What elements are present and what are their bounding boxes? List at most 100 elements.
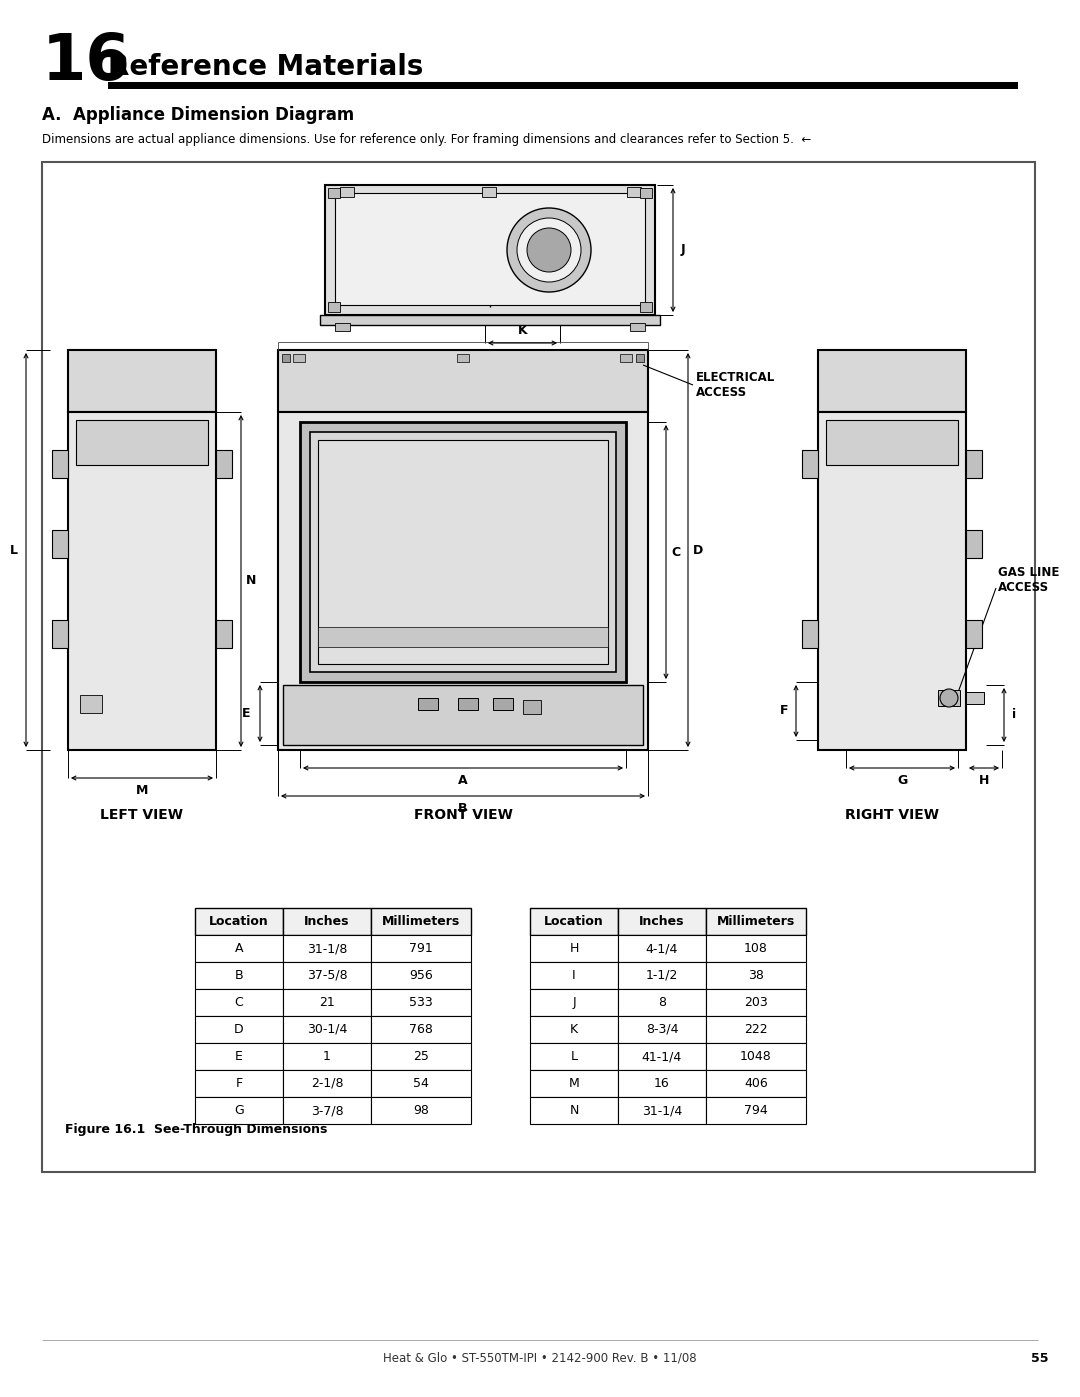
Bar [458,698,478,710]
Text: H: H [978,774,989,787]
Circle shape [507,208,591,292]
Text: 1-1/2: 1-1/2 [646,970,678,982]
Bar [42,162,1035,1172]
Bar [706,989,806,1016]
Bar [618,963,706,989]
Bar [530,963,618,989]
Text: 2-1/8: 2-1/8 [311,1077,343,1090]
Text: 55: 55 [1031,1351,1049,1365]
Text: 98: 98 [413,1104,429,1118]
Text: RIGHT VIEW: RIGHT VIEW [845,807,939,821]
Bar [618,935,706,963]
Text: 4-1/4: 4-1/4 [646,942,678,956]
Bar [706,1044,806,1070]
Circle shape [527,228,571,272]
Bar [68,351,216,412]
Bar [372,1070,471,1097]
Text: 222: 222 [744,1023,768,1037]
Bar [310,432,616,672]
Text: 38: 38 [748,970,764,982]
Bar [283,963,372,989]
Bar [530,935,618,963]
Bar [966,620,982,648]
Text: Figure 16.1  See-Through Dimensions: Figure 16.1 See-Through Dimensions [65,1123,327,1137]
Text: 956: 956 [409,970,433,982]
Bar [482,187,496,197]
Bar [372,935,471,963]
Text: G: G [234,1104,244,1118]
Bar [618,1097,706,1125]
Bar [195,1097,283,1125]
Bar [52,450,68,478]
Bar [939,690,960,705]
Text: 8-3/4: 8-3/4 [646,1023,678,1037]
Bar [283,1016,372,1044]
Text: 54: 54 [413,1077,429,1090]
Bar [68,412,216,750]
Text: C: C [672,545,680,559]
Bar [283,685,643,745]
Bar [282,353,291,362]
Text: 768: 768 [409,1023,433,1037]
Bar [335,193,645,305]
Bar [818,412,966,750]
Text: 794: 794 [744,1104,768,1118]
Bar [278,412,648,750]
Text: L: L [570,1051,578,1063]
Text: FRONT VIEW: FRONT VIEW [414,807,512,821]
Bar [706,1070,806,1097]
Text: 8: 8 [658,996,666,1009]
Bar [52,620,68,648]
Bar [530,1016,618,1044]
Text: 1048: 1048 [740,1051,772,1063]
Bar [457,353,469,362]
Bar [523,700,541,714]
Text: 203: 203 [744,996,768,1009]
Bar [706,1097,806,1125]
Bar [283,1070,372,1097]
Text: 30-1/4: 30-1/4 [307,1023,347,1037]
Bar [636,353,644,362]
Text: 108: 108 [744,942,768,956]
Bar [195,1044,283,1070]
Bar [195,1070,283,1097]
Text: N: N [569,1104,579,1118]
Bar [372,1044,471,1070]
Text: A.  Appliance Dimension Diagram: A. Appliance Dimension Diagram [42,106,354,124]
Text: Millimeters: Millimeters [717,915,795,928]
Text: M: M [569,1077,579,1090]
Bar [328,302,340,312]
Bar [530,1097,618,1125]
Text: M: M [136,784,148,796]
Text: B: B [458,802,468,814]
Bar [216,450,232,478]
Text: 406: 406 [744,1077,768,1090]
Text: 1: 1 [323,1051,330,1063]
Text: J: J [680,243,686,257]
Text: 31-1/4: 31-1/4 [642,1104,683,1118]
Bar [278,351,648,412]
Bar [283,908,372,935]
Text: GAS LINE
ACCESS: GAS LINE ACCESS [998,566,1059,594]
Text: J: J [572,996,576,1009]
Circle shape [517,218,581,282]
Text: H: H [569,942,579,956]
Bar [318,627,608,647]
Bar [195,935,283,963]
Bar [530,1070,618,1097]
Bar [283,1097,372,1125]
Bar [325,184,654,314]
Bar [618,1070,706,1097]
Circle shape [940,689,958,707]
Bar [618,1016,706,1044]
Text: F: F [235,1077,243,1090]
Text: L: L [10,543,18,556]
Text: Location: Location [210,915,269,928]
Bar [627,187,642,197]
Bar [340,187,354,197]
Text: Millimeters: Millimeters [382,915,460,928]
Bar [492,698,513,710]
Bar [108,82,1018,89]
Bar [283,1044,372,1070]
Bar [640,302,652,312]
